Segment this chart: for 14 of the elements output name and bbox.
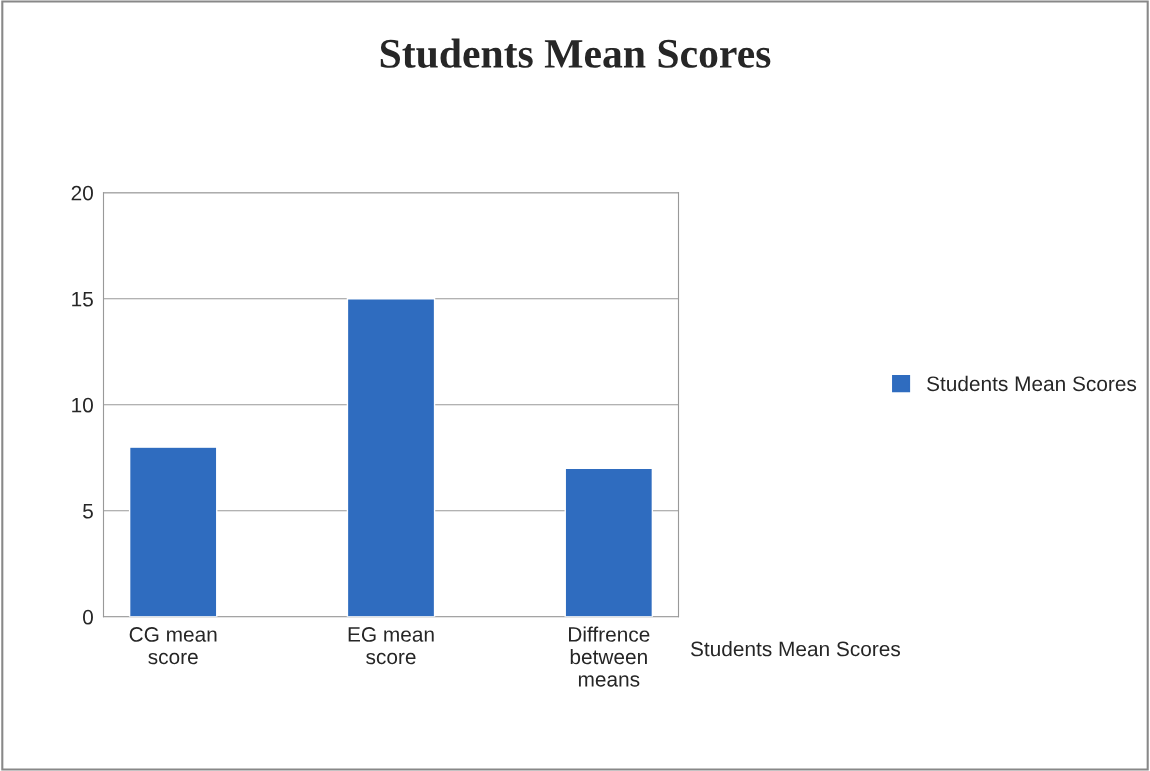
x-tick-label: EG mean score [348, 627, 434, 665]
y-tick-label: 10 [72, 397, 93, 413]
bar [564, 467, 654, 617]
y-tick-label: 15 [72, 291, 93, 307]
x-tick-label: Diffrence between means [569, 626, 650, 687]
bar [346, 298, 436, 617]
legend-label: Students Mean Scores [927, 375, 1137, 392]
chart-title: Students Mean Scores [380, 38, 771, 68]
y-tick-label: 5 [83, 504, 93, 519]
text: Students Mean Scores [690, 641, 901, 657]
y-tick-label: 0 [83, 609, 93, 625]
bar [128, 446, 218, 617]
x-tick-label: CG mean score [129, 627, 217, 665]
y-tick-label: 20 [71, 185, 93, 201]
